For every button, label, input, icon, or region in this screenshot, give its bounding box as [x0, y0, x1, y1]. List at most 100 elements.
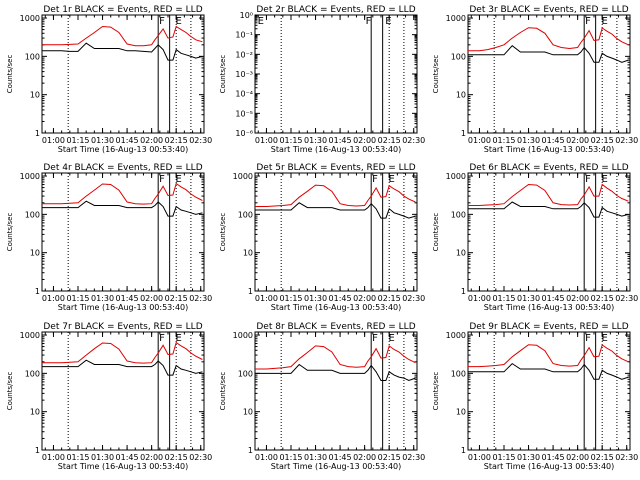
annotation-label: F [585, 174, 591, 185]
chart-panel-7: Det 7r BLACK = Events, RED = LLD 1 10 100 10… [6, 322, 212, 471]
y-tick-label: 1000 [446, 331, 466, 340]
series-line-lld [468, 27, 629, 52]
annotation-label: F [372, 174, 378, 185]
x-tick-label: 02:00 [566, 294, 589, 303]
chart-panel-8: Det 8r BLACK = Events, RED = LLD 1 10 100 10… [219, 322, 425, 471]
plot-frame [467, 14, 631, 134]
annotation-label: F [159, 174, 165, 185]
y-tick-label: 1000 [20, 331, 40, 340]
x-axis-label: Start Time (16-Aug-13 00:53:40) [484, 303, 615, 312]
x-tick-label: 01:00 [42, 294, 65, 303]
y-tick-label: 100 [25, 52, 40, 61]
annotation-label: E [389, 333, 395, 344]
x-tick-label: 02:00 [353, 136, 376, 145]
y-tick-label: 100 [25, 369, 40, 378]
y-tick-label: 100 [25, 210, 40, 219]
y-tick-label: 10 [243, 408, 253, 417]
x-tick-label: 02:00 [566, 136, 589, 145]
y-tick-label: 10 [456, 91, 466, 100]
annotation-label: F [366, 16, 372, 27]
x-tick-label: 01:00 [255, 294, 278, 303]
x-tick-label: 02:00 [566, 453, 589, 462]
x-tick-label: 02:15 [378, 136, 401, 145]
y-tick-label: 100 [238, 369, 253, 378]
y-axis-label: Counts/sec [6, 372, 14, 411]
chart-panel-2: Det 2r BLACK = Events, RED = LLD 10⁻⁶ 10⁻⁵… [219, 5, 425, 154]
y-tick-label: 10⁻¹ [235, 31, 253, 40]
y-axis-label: Counts/sec [432, 55, 440, 94]
x-tick-label: 02:15 [165, 136, 188, 145]
chart-title: Det 5r BLACK = Events, RED = LLD [256, 163, 415, 173]
y-axis-label: Counts/sec [6, 55, 14, 94]
x-tick-label: 02:00 [353, 453, 376, 462]
y-tick-label: 10⁻⁴ [235, 90, 253, 99]
plot-frame [41, 14, 205, 134]
x-tick-label: 01:30 [91, 453, 114, 462]
x-tick-label: 02:15 [378, 453, 401, 462]
chart-title: Det 3r BLACK = Events, RED = LLD [469, 5, 628, 15]
x-tick-label: 01:15 [66, 294, 89, 303]
x-axis-label: Start Time (16-Aug-13 00:53:40) [58, 462, 189, 471]
x-tick-label: 02:30 [615, 453, 638, 462]
x-tick-label: 02:30 [402, 136, 425, 145]
y-axis-label: Counts/sec [219, 55, 227, 94]
x-tick-label: 01:30 [91, 294, 114, 303]
series-line-lld [42, 182, 203, 205]
x-tick-label: 01:15 [279, 453, 302, 462]
series-line-lld [468, 344, 629, 368]
y-tick-label: 100 [451, 210, 466, 219]
x-tick-label: 01:15 [279, 136, 302, 145]
chart-title: Det 2r BLACK = Events, RED = LLD [256, 5, 415, 15]
x-tick-label: 01:00 [42, 453, 65, 462]
x-axis-label: Start Time (16-Aug-13 00:53:40) [58, 303, 189, 312]
x-tick-label: 01:15 [492, 136, 515, 145]
annotation-label: E [389, 174, 395, 185]
x-tick-label: 01:15 [492, 453, 515, 462]
x-tick-label: 01:45 [329, 136, 352, 145]
y-axis-label: Counts/sec [6, 213, 14, 252]
x-axis-label: Start Time (16-Aug-13 00:53:40) [484, 462, 615, 471]
chart-panel-1: Det 1r BLACK = Events, RED = LLD 1 10 100 10… [6, 5, 212, 154]
annotation-label: F [159, 16, 165, 27]
x-tick-label: 02:00 [140, 136, 163, 145]
annotation-label: F [585, 333, 591, 344]
x-tick-label: 01:00 [255, 453, 278, 462]
plot-frame [254, 331, 418, 451]
x-tick-label: 01:30 [304, 453, 327, 462]
chart-panel-5: Det 5r BLACK = Events, RED = LLD 1 10 100 10… [219, 163, 425, 312]
y-axis-label: Counts/sec [432, 372, 440, 411]
x-tick-label: 01:45 [329, 294, 352, 303]
x-axis-label: Start Time (16-Aug-13 00:53:40) [271, 303, 402, 312]
x-tick-label: 01:45 [116, 294, 139, 303]
x-axis-label: Start Time (16-Aug-13 00:53:40) [484, 145, 615, 154]
x-tick-label: 02:15 [378, 294, 401, 303]
x-tick-label: 02:15 [591, 294, 614, 303]
x-tick-label: 02:15 [591, 453, 614, 462]
y-tick-label: 1 [461, 129, 466, 138]
y-tick-label: 10 [30, 91, 40, 100]
x-axis-label: Start Time (16-Aug-13 00:53:40) [58, 145, 189, 154]
y-tick-label: 1000 [20, 172, 40, 181]
chart-title: Det 9r BLACK = Events, RED = LLD [469, 322, 628, 332]
x-tick-label: 02:00 [140, 294, 163, 303]
y-tick-label: 1000 [233, 172, 253, 181]
x-tick-label: 02:00 [353, 294, 376, 303]
y-axis-label: Counts/sec [432, 213, 440, 252]
annotation-label: E [176, 333, 182, 344]
plot-frame [41, 172, 205, 292]
y-tick-label: 10 [30, 408, 40, 417]
x-tick-label: 02:00 [140, 453, 163, 462]
y-tick-label: 1000 [20, 14, 40, 23]
y-tick-label: 1 [248, 287, 253, 296]
y-tick-label: 10⁻⁶ [235, 129, 253, 138]
series-line-events [42, 200, 203, 217]
x-tick-label: 01:45 [116, 453, 139, 462]
plot-frame [467, 172, 631, 292]
y-tick-label: 10 [456, 408, 466, 417]
y-tick-label: 10⁻⁵ [235, 109, 253, 118]
y-tick-label: 100 [451, 52, 466, 61]
chart-title: Det 7r BLACK = Events, RED = LLD [43, 322, 202, 332]
y-tick-label: 1000 [446, 172, 466, 181]
chart-panel-4: Det 4r BLACK = Events, RED = LLD 1 10 100 10… [6, 163, 212, 312]
chart-title: Det 1r BLACK = Events, RED = LLD [43, 5, 202, 15]
